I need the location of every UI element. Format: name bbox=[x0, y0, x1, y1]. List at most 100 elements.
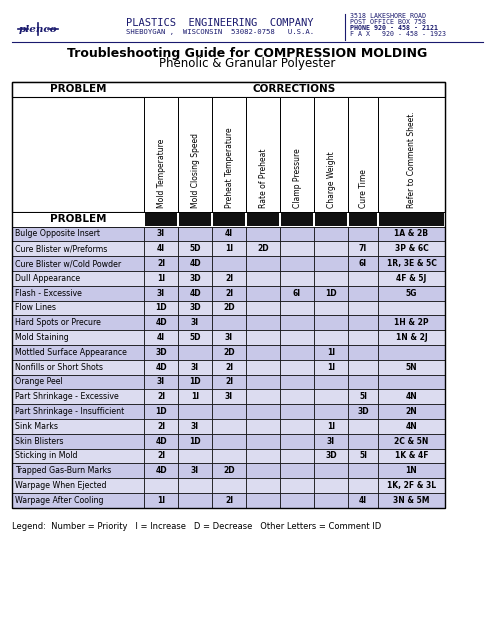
Bar bbox=[144, 286, 178, 301]
Bar bbox=[378, 419, 445, 434]
Bar bbox=[280, 404, 314, 419]
Bar bbox=[280, 419, 314, 434]
Bar bbox=[280, 286, 314, 301]
Bar bbox=[144, 463, 178, 478]
Text: Flash - Excessive: Flash - Excessive bbox=[15, 289, 82, 298]
Bar bbox=[212, 330, 246, 345]
Text: 3I: 3I bbox=[191, 318, 199, 327]
Bar bbox=[178, 360, 212, 374]
Text: 5D: 5D bbox=[189, 244, 201, 253]
Bar bbox=[314, 330, 348, 345]
Text: 2I: 2I bbox=[225, 363, 233, 372]
Text: Phenolic & Granular Polyester: Phenolic & Granular Polyester bbox=[159, 58, 335, 70]
Bar bbox=[144, 478, 178, 493]
Text: PLASTICS  ENGINEERING  COMPANY: PLASTICS ENGINEERING COMPANY bbox=[126, 18, 314, 28]
Text: Mold Closing Speed: Mold Closing Speed bbox=[191, 132, 199, 208]
Bar bbox=[315, 212, 347, 225]
Bar bbox=[378, 345, 445, 360]
Bar bbox=[178, 463, 212, 478]
Bar bbox=[314, 286, 348, 301]
Bar bbox=[348, 271, 378, 286]
Bar bbox=[212, 360, 246, 374]
Text: Sink Marks: Sink Marks bbox=[15, 422, 58, 431]
Bar bbox=[12, 212, 445, 227]
Text: 1I: 1I bbox=[225, 244, 233, 253]
Bar bbox=[314, 316, 348, 330]
Bar bbox=[280, 97, 314, 212]
Text: 1N: 1N bbox=[405, 467, 417, 476]
Bar bbox=[144, 389, 178, 404]
Bar bbox=[212, 97, 246, 212]
Bar bbox=[379, 212, 444, 225]
Text: 3I: 3I bbox=[157, 378, 165, 387]
Text: Refer to Comment Sheet.: Refer to Comment Sheet. bbox=[407, 111, 416, 208]
Bar bbox=[212, 493, 246, 508]
Bar bbox=[246, 316, 280, 330]
Text: 7I: 7I bbox=[359, 244, 367, 253]
Bar bbox=[144, 330, 178, 345]
Text: Troubleshooting Guide for COMPRESSION MOLDING: Troubleshooting Guide for COMPRESSION MO… bbox=[67, 47, 427, 61]
Text: 4N: 4N bbox=[405, 422, 417, 431]
Bar bbox=[144, 434, 178, 449]
Bar bbox=[144, 345, 178, 360]
Bar bbox=[348, 301, 378, 316]
Bar bbox=[280, 478, 314, 493]
Bar bbox=[178, 493, 212, 508]
Bar bbox=[348, 389, 378, 404]
Text: PROBLEM: PROBLEM bbox=[50, 84, 106, 94]
Bar bbox=[178, 271, 212, 286]
Bar bbox=[246, 301, 280, 316]
Text: 4I: 4I bbox=[157, 333, 165, 342]
Text: Cure Time: Cure Time bbox=[358, 169, 367, 208]
Bar bbox=[378, 449, 445, 463]
Bar bbox=[314, 360, 348, 374]
Bar bbox=[246, 478, 280, 493]
Bar bbox=[178, 241, 212, 256]
Text: Legend:  Number = Priority   I = Increase   D = Decrease   Other Letters = Comme: Legend: Number = Priority I = Increase D… bbox=[12, 522, 381, 531]
Text: 1H & 2P: 1H & 2P bbox=[394, 318, 429, 327]
Bar bbox=[144, 241, 178, 256]
Bar bbox=[12, 286, 144, 301]
Bar bbox=[178, 256, 212, 271]
Text: 2D: 2D bbox=[223, 348, 235, 357]
Bar bbox=[178, 419, 212, 434]
Text: 5G: 5G bbox=[406, 289, 417, 298]
Bar bbox=[280, 256, 314, 271]
Bar bbox=[246, 286, 280, 301]
Text: Cure Blister w/Cold Powder: Cure Blister w/Cold Powder bbox=[15, 259, 121, 268]
Bar bbox=[12, 316, 144, 330]
Bar bbox=[212, 478, 246, 493]
Bar bbox=[12, 449, 144, 463]
Bar bbox=[12, 241, 144, 256]
Text: 2I: 2I bbox=[157, 451, 165, 461]
Text: 4D: 4D bbox=[189, 289, 201, 298]
Bar bbox=[178, 301, 212, 316]
Text: 1I: 1I bbox=[157, 496, 165, 505]
Text: 4D: 4D bbox=[155, 363, 167, 372]
Bar bbox=[348, 286, 378, 301]
Bar bbox=[378, 389, 445, 404]
Text: Nonfills or Short Shots: Nonfills or Short Shots bbox=[15, 363, 103, 372]
Text: 1D: 1D bbox=[155, 407, 167, 416]
Text: 3I: 3I bbox=[225, 333, 233, 342]
Text: 3D: 3D bbox=[189, 303, 201, 312]
Bar bbox=[246, 463, 280, 478]
Bar bbox=[378, 286, 445, 301]
Text: 3I: 3I bbox=[225, 392, 233, 401]
Bar bbox=[12, 227, 144, 241]
Bar bbox=[12, 82, 445, 508]
Text: 2I: 2I bbox=[157, 422, 165, 431]
Bar bbox=[178, 286, 212, 301]
Bar bbox=[144, 360, 178, 374]
Text: 2I: 2I bbox=[225, 496, 233, 505]
Bar bbox=[144, 419, 178, 434]
Text: 1D: 1D bbox=[189, 436, 201, 445]
Text: 4I: 4I bbox=[225, 230, 233, 239]
Text: 5D: 5D bbox=[189, 333, 201, 342]
Bar bbox=[280, 463, 314, 478]
Text: 1D: 1D bbox=[189, 378, 201, 387]
Text: Flow Lines: Flow Lines bbox=[15, 303, 56, 312]
Bar bbox=[246, 449, 280, 463]
Bar bbox=[144, 404, 178, 419]
Bar bbox=[12, 493, 144, 508]
